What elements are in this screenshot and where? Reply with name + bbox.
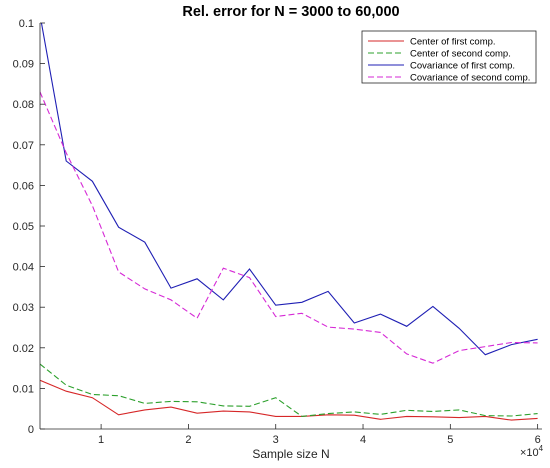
y-tick-label: 0.08	[13, 99, 34, 111]
y-tick-label: 0.07	[13, 140, 34, 152]
x-tick-label: 6	[535, 434, 541, 446]
series-line-4	[40, 91, 538, 364]
y-tick-label: 0.03	[13, 302, 34, 314]
legend-label: Center of second comp.	[410, 49, 511, 60]
series-line-2	[40, 363, 538, 417]
chart-title: Rel. error for N = 3000 to 60,000	[182, 4, 399, 20]
legend-label: Covariance of first comp.	[410, 61, 515, 72]
y-tick-label: 0.09	[13, 59, 34, 71]
x-tick-label: 1	[98, 434, 104, 446]
series-line-3	[40, 23, 538, 356]
y-tick-label: 0.02	[13, 343, 34, 355]
y-tick-label: 0.06	[13, 180, 34, 192]
x-tick-label: 5	[447, 434, 453, 446]
y-tick-label: 0	[28, 424, 34, 436]
x-axis-exponent-base: ×10	[520, 447, 539, 459]
y-tick-label: 0.04	[13, 262, 34, 274]
series-line-1	[40, 379, 538, 421]
legend-box	[361, 30, 537, 84]
x-tick-label: 2	[185, 434, 191, 446]
x-axis-exponent-power: 4	[539, 444, 544, 453]
axes-layer: 0 0.01 0.02 0.03 0.04 0.05 0.06 0.07 0.08 0.09 0.1…	[13, 18, 542, 446]
y-tick-label: 0.1	[19, 18, 34, 30]
x-tick-label: 4	[360, 434, 366, 446]
legend-label: Center of first comp.	[410, 37, 496, 48]
plot-area	[40, 23, 542, 429]
y-tick-label: 0.01	[13, 383, 34, 395]
x-axis-label: Sample size N	[252, 447, 329, 461]
x-tick-label: 3	[273, 434, 279, 446]
series-layer	[40, 23, 538, 421]
legend: Center of first comp.Center of second co…	[361, 30, 537, 84]
x-axis-exponent: ×104	[520, 444, 544, 459]
legend-label: Covariance of second comp.	[410, 73, 530, 84]
y-tick-label: 0.05	[13, 221, 34, 233]
